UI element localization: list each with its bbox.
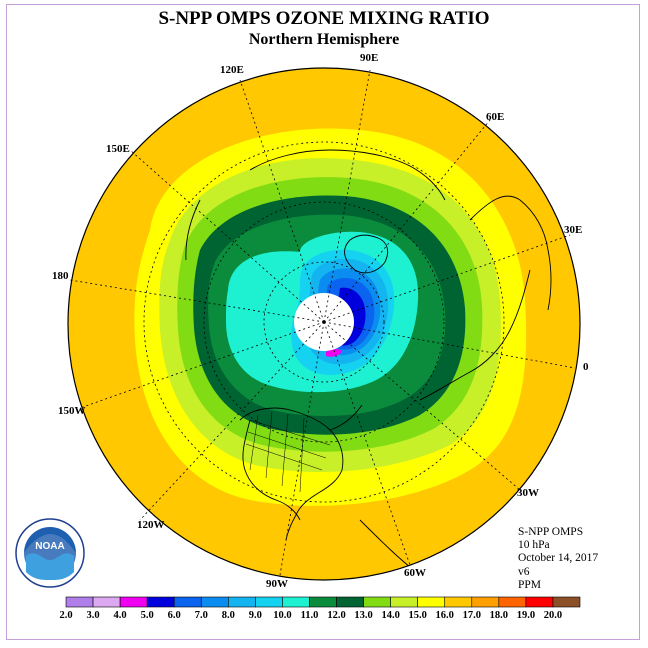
colorbar-swatch [444, 596, 473, 608]
kamchatka-coast [185, 199, 201, 261]
colorbar-swatch [255, 596, 283, 608]
colorbar-tick-label: 3.0 [86, 610, 99, 621]
colorbar-tick-label: 13.0 [354, 610, 372, 621]
hemisphere-outline [67, 67, 581, 581]
colorbar-tick-label: 4.0 [114, 610, 127, 621]
colorbar-tick-label: 18.0 [490, 610, 508, 621]
info-level: 10 hPa [518, 539, 550, 552]
lon-label-150e: 150E [106, 143, 130, 155]
europe-coast [419, 269, 531, 401]
africa-asia-coast [469, 195, 552, 311]
colorbar-tick-label: 19.0 [517, 610, 535, 621]
greenland-hint [344, 234, 389, 274]
colorbar-tick-label: 10.0 [273, 610, 291, 621]
lon-label-30e: 30E [564, 224, 582, 236]
ozone-field [68, 68, 580, 580]
colorbar-swatch [309, 596, 337, 608]
noaa-logo: NOAA [15, 518, 85, 588]
lon-label-0: 0 [583, 361, 589, 373]
lon-label-30w: 30W [517, 487, 539, 499]
colorbar-swatch [471, 596, 500, 608]
colorbar-tick-label: 2.0 [59, 610, 72, 621]
colorbar-swatch [525, 596, 554, 608]
lon-label-120w: 120W [137, 519, 165, 531]
colorbar-swatch [65, 596, 94, 608]
colorbar-tick-label: 5.0 [141, 610, 154, 621]
colorbar-swatch [146, 596, 175, 608]
info-block: S-NPP OMPS 10 hPa October 14, 2017 v6 PP… [518, 526, 598, 592]
colorbar: 2.0 3.0 4.0 5.0 6.0 7.0 8.0 9.0 10.0 11.0 12.0 13.0… [59, 596, 581, 621]
colorbar-tick-label: 6.0 [168, 610, 181, 621]
colorbar-tick-label: 20.0 [544, 610, 562, 621]
colorbar-swatch [390, 596, 418, 608]
lon-label-90w: 90W [266, 578, 288, 590]
colorbar-tick-label: 16.0 [436, 610, 454, 621]
colorbar-swatch [363, 596, 391, 608]
colorbar-swatch [119, 596, 148, 608]
lon-label-90e: 90E [360, 52, 378, 64]
colorbar-swatch [200, 596, 229, 608]
lon-label-120e: 120E [220, 64, 244, 76]
lon-label-180: 180 [52, 270, 69, 282]
north-america-coast [239, 407, 344, 541]
map-subtitle: Northern Hemisphere [248, 31, 400, 48]
longitude-labels: 90E 60E 30E 0 30W 60W 90W 120W 150W 180 … [52, 52, 589, 590]
colorbar-swatch [552, 596, 581, 608]
asia-coast [249, 149, 446, 201]
colorbar-tick-label: 17.0 [463, 610, 481, 621]
colorbar-tick-label: 9.0 [249, 610, 262, 621]
us-state-boundaries [245, 411, 331, 493]
colorbar-tick-label: 8.0 [222, 610, 235, 621]
info-version: v6 [518, 565, 530, 578]
colorbar-swatch [282, 596, 310, 608]
colorbar-tick-label: 12.0 [327, 610, 345, 621]
band-3-4 [326, 348, 342, 357]
colorbar-swatch [417, 596, 446, 608]
labrador-coast [329, 404, 363, 431]
figure-frame [6, 4, 640, 640]
colorbar-swatch [228, 596, 256, 608]
lon-label-60e: 60E [486, 111, 504, 123]
colorbar-tick-label: 14.0 [381, 610, 399, 621]
noaa-logo-text: NOAA [35, 541, 64, 552]
colorbar-tick-label: 11.0 [301, 610, 319, 621]
info-instrument: S-NPP OMPS [518, 526, 584, 538]
lon-label-150w: 150W [58, 405, 86, 417]
lon-label-60w: 60W [404, 567, 426, 579]
colorbar-swatch [92, 596, 121, 608]
coastlines [185, 149, 552, 580]
colorbar-tick-label: 15.0 [408, 610, 426, 621]
graticule [69, 69, 576, 576]
info-units: PPM [518, 578, 542, 591]
info-date: October 14, 2017 [518, 552, 599, 565]
colorbar-swatch [336, 596, 364, 608]
colorbar-swatch [173, 596, 202, 608]
colorbar-tick-label: 7.0 [195, 610, 208, 621]
colorbar-swatch [498, 596, 527, 608]
map-title: S-NPP OMPS OZONE MIXING RATIO [158, 8, 490, 29]
